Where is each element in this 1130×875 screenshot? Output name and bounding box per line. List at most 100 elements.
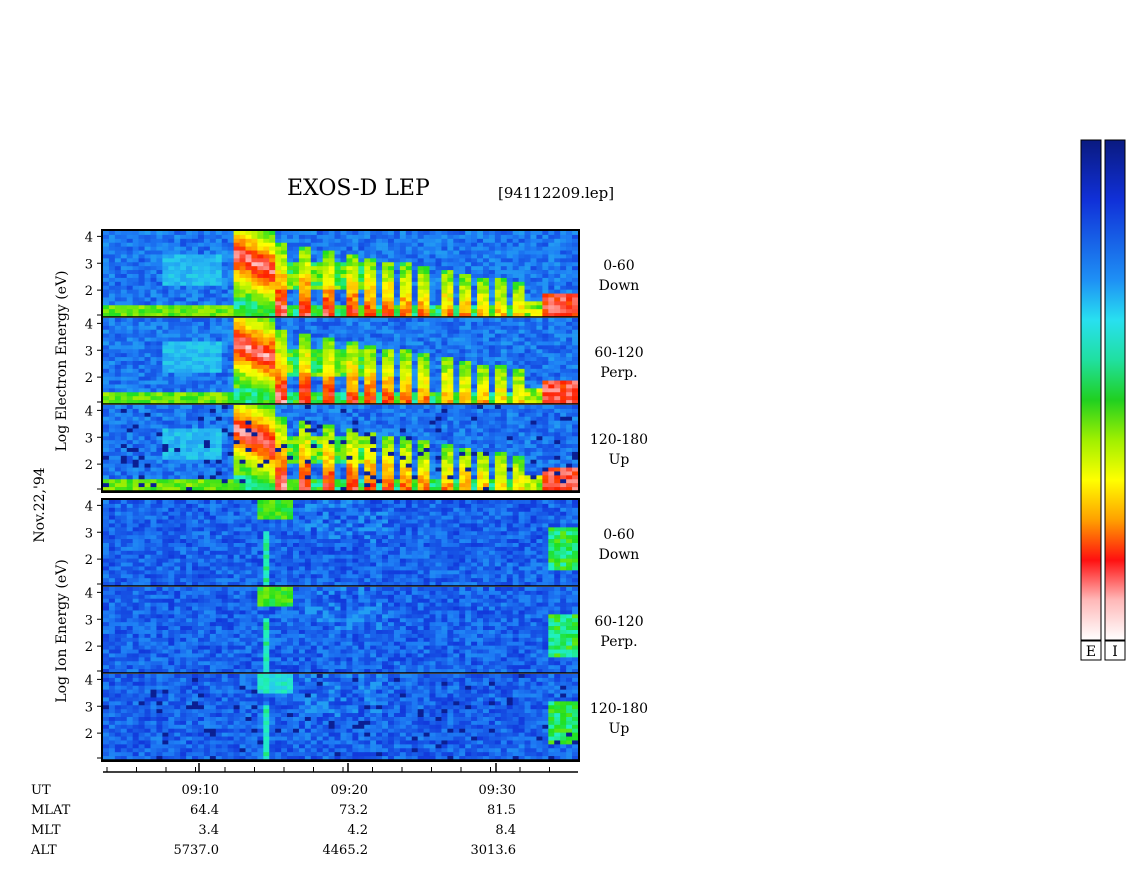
spectrogram-cell: [316, 297, 323, 302]
spectrogram-cell: [494, 380, 502, 385]
spectrogram-cell: [245, 274, 252, 279]
spectrogram-cell: [114, 420, 122, 425]
spectrogram-cell: [459, 428, 466, 433]
spectrogram-cell: [417, 440, 424, 445]
spectrogram-cell: [168, 471, 175, 476]
spectrogram-cell: [518, 293, 525, 298]
spectrogram-cell: [530, 262, 537, 267]
spectrogram-cell: [411, 436, 418, 441]
spectrogram-cell: [198, 444, 205, 449]
spectrogram-cell: [477, 475, 484, 480]
spectrogram-cell: [275, 266, 282, 271]
spectrogram-cell: [417, 246, 424, 251]
spectrogram-cell: [275, 277, 282, 283]
spectrogram-cell: [186, 242, 193, 247]
spectrogram-cell: [215, 364, 223, 370]
spectrogram-cell: [465, 396, 472, 401]
spectrogram-cell: [215, 384, 223, 389]
spectrogram-cell: [488, 451, 496, 457]
spectrogram-cell: [275, 274, 282, 279]
spectrogram-cell: [209, 392, 217, 397]
spectrogram-cell: [423, 301, 430, 306]
spectrogram-cell: [103, 333, 110, 338]
spectrogram-cell: [186, 231, 193, 236]
spectrogram-cell: [560, 274, 567, 279]
spectrogram-cell: [257, 305, 264, 310]
spectrogram-cell: [192, 392, 199, 397]
spectrogram-cell: [471, 246, 478, 251]
spectrogram-cell: [382, 231, 389, 236]
spectrogram-cell: [441, 475, 448, 480]
spectrogram-cell: [120, 301, 128, 306]
spectrogram-cell: [168, 341, 175, 346]
spectrogram-cell: [138, 487, 145, 492]
spectrogram-cell: [245, 281, 252, 287]
spectrogram-cell: [346, 408, 353, 414]
spectrogram-cell: [138, 459, 145, 464]
spectrogram-cell: [530, 353, 537, 358]
spectrogram-cell: [417, 368, 424, 374]
spectrogram-cell: [572, 293, 579, 298]
spectrogram-cell: [108, 432, 116, 437]
spectrogram-cell: [198, 368, 205, 374]
spectrogram-cell: [399, 318, 407, 323]
spectrogram-cell: [322, 318, 329, 323]
spectrogram-cell: [382, 471, 389, 476]
spectrogram-cell: [180, 318, 187, 323]
spectrogram-cell: [150, 396, 157, 401]
spectrogram-cell: [192, 266, 199, 271]
spectrogram-cell: [126, 246, 133, 251]
spectrogram-cell: [554, 285, 561, 290]
spectrogram-cell: [108, 372, 116, 377]
spectrogram-cell: [257, 376, 264, 381]
spectrogram-cell: [352, 396, 359, 401]
spectrogram-cell: [275, 483, 282, 488]
spectrogram-cell: [334, 301, 341, 306]
spectrogram-cell: [138, 440, 145, 445]
spectrogram-cell: [168, 309, 175, 314]
spectrogram-cell: [245, 333, 252, 338]
spectrogram-cell: [275, 396, 282, 401]
spectrogram-cell: [328, 246, 335, 251]
spectrogram-cell: [346, 349, 353, 354]
spectrogram-cell: [293, 238, 300, 244]
spectrogram-cell: [358, 289, 365, 294]
spectrogram-cell: [322, 372, 329, 377]
spectrogram-cell: [227, 246, 234, 251]
spectrogram-cell: [192, 405, 199, 410]
spectrogram-cell: [358, 448, 365, 453]
spectrogram-cell: [322, 412, 329, 418]
spectrogram-cell: [459, 487, 466, 492]
spectrogram-cell: [322, 428, 329, 433]
spectrogram-cell: [530, 388, 537, 393]
spectrogram-cell: [506, 281, 513, 287]
spectrogram-cell: [126, 301, 133, 306]
spectrogram-cell: [340, 270, 347, 275]
spectrogram-cell: [393, 325, 401, 331]
spectrogram-cell: [144, 455, 151, 461]
spectrogram-cell: [322, 262, 329, 267]
spectrogram-cell: [453, 238, 460, 244]
spectrogram-cell: [144, 285, 151, 290]
spectrogram-cell: [192, 475, 199, 480]
spectrogram-cell: [417, 234, 424, 240]
spectrogram-cell: [174, 479, 181, 484]
spectrogram-cell: [150, 420, 157, 425]
spectrogram-cell: [352, 475, 359, 480]
spectrogram-cell: [483, 384, 490, 389]
spectrogram-cell: [198, 234, 205, 240]
spectrogram-cell: [144, 254, 151, 259]
spectrogram-cell: [162, 238, 169, 244]
spectrogram-cell: [251, 428, 258, 433]
spectrogram-cell: [138, 297, 145, 302]
spectrogram-cell: [293, 313, 300, 318]
spectrogram-cell: [186, 471, 193, 476]
spectrogram-cell: [364, 341, 371, 346]
spectrogram-cell: [358, 231, 365, 236]
spectrogram-cell: [364, 234, 371, 240]
spectrogram-cell: [298, 405, 306, 410]
spectrogram-cell: [316, 483, 323, 488]
spectrogram-cell: [227, 361, 234, 366]
spectrogram-cell: [215, 234, 223, 240]
spectrogram-cell: [281, 463, 288, 468]
